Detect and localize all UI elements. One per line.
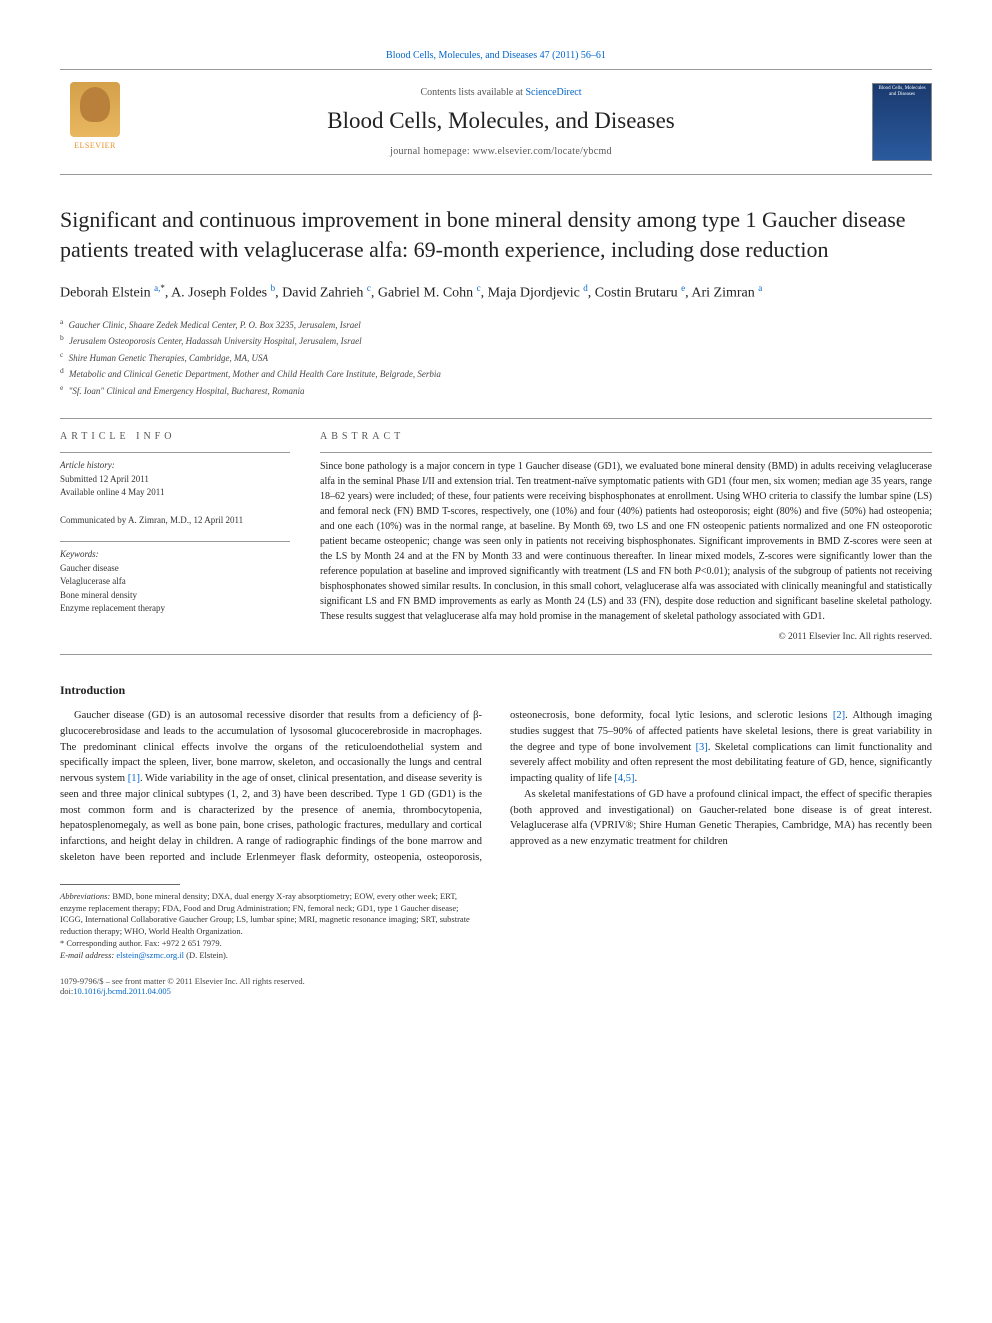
info-divider-2 [60,541,290,542]
keyword-item: Velaglucerase alfa [60,575,290,589]
ref-link-45[interactable]: [4,5] [614,773,634,784]
affiliation-line: b Jerusalem Osteoporosis Center, Hadassa… [60,332,932,349]
ref-link-3[interactable]: [3] [696,742,708,753]
email-suffix: (D. Elstein). [184,950,228,960]
doi-link[interactable]: 10.1016/j.bcmd.2011.04.005 [73,986,171,996]
ref-link-2[interactable]: [2] [833,710,845,721]
affiliation-line: a Gaucher Clinic, Shaare Zedek Medical C… [60,316,932,333]
journal-header: ELSEVIER Contents lists available at Sci… [60,69,932,175]
abstract-text: Since bone pathology is a major concern … [320,459,932,624]
abstract-copyright: © 2011 Elsevier Inc. All rights reserved… [320,632,932,642]
abstract-divider [320,452,932,453]
keywords-list: Gaucher diseaseVelaglucerase alfaBone mi… [60,562,290,616]
sciencedirect-link[interactable]: ScienceDirect [525,87,581,98]
affiliation-line: e "Sf. Ioan" Clinical and Emergency Hosp… [60,382,932,399]
cover-text: Blood Cells, Molecules and Diseases [873,84,931,99]
journal-cover-thumbnail: Blood Cells, Molecules and Diseases [872,83,932,161]
contents-line: Contents lists available at ScienceDirec… [130,87,872,98]
info-abstract-row: ARTICLE INFO Article history: Submitted … [60,431,932,642]
homepage-line: journal homepage: www.elsevier.com/locat… [130,146,872,157]
top-citation-link: Blood Cells, Molecules, and Diseases 47 … [60,50,932,61]
ref-link-1[interactable]: [1] [128,773,140,784]
contents-prefix: Contents lists available at [420,87,525,98]
abbreviations-footnote: Abbreviations: BMD, bone mineral density… [60,891,479,939]
email-link[interactable]: elstein@szmc.org.il [116,950,184,960]
header-center: Contents lists available at ScienceDirec… [130,87,872,157]
info-divider-1 [60,452,290,453]
intro-p2d: . [635,773,638,784]
homepage-prefix: journal homepage: [390,146,473,157]
footnote-divider [60,884,180,885]
email-footnote: E-mail address: elstein@szmc.org.il (D. … [60,950,479,962]
citation-link[interactable]: Blood Cells, Molecules, and Diseases 47 … [386,50,606,61]
article-info-column: ARTICLE INFO Article history: Submitted … [60,431,290,642]
abbrev-label: Abbreviations: [60,891,110,901]
authors-line: Deborah Elstein a,*, A. Joseph Foldes b,… [60,282,932,303]
homepage-url: www.elsevier.com/locate/ybcmd [473,146,612,157]
affiliation-line: c Shire Human Genetic Therapies, Cambrid… [60,349,932,366]
journal-name: Blood Cells, Molecules, and Diseases [130,108,872,134]
article-title: Significant and continuous improvement i… [60,205,932,264]
online-date: Available online 4 May 2011 [60,486,290,500]
intro-para-3: As skeletal manifestations of GD have a … [510,787,932,850]
footer-copyright: 1079-9796/$ – see front matter © 2011 El… [60,976,932,986]
submitted-date: Submitted 12 April 2011 [60,473,290,487]
elsevier-tree-icon [70,82,120,137]
keyword-item: Bone mineral density [60,589,290,603]
introduction-section: Introduction Gaucher disease (GD) is an … [60,683,932,866]
abbrev-text: BMD, bone mineral density; DXA, dual ene… [60,891,470,937]
keyword-item: Enzyme replacement therapy [60,602,290,616]
affiliations-block: a Gaucher Clinic, Shaare Zedek Medical C… [60,316,932,399]
article-info-head: ARTICLE INFO [60,431,290,442]
footnotes-block: Abbreviations: BMD, bone mineral density… [60,891,479,962]
doi-prefix: doi: [60,986,73,996]
divider-top [60,418,932,419]
elsevier-label: ELSEVIER [74,141,116,150]
page-container: Blood Cells, Molecules, and Diseases 47 … [0,0,992,1046]
abstract-column: ABSTRACT Since bone pathology is a major… [320,431,932,642]
keywords-label: Keywords: [60,548,290,562]
communicated-by: Communicated by A. Zimran, M.D., 12 Apri… [60,514,290,528]
history-label: Article history: [60,459,290,473]
footer-doi: doi:10.1016/j.bcmd.2011.04.005 [60,986,932,996]
body-columns: Gaucher disease (GD) is an autosomal rec… [60,708,932,866]
divider-bottom [60,654,932,655]
page-footer: 1079-9796/$ – see front matter © 2011 El… [60,976,932,996]
keywords-block: Keywords: Gaucher diseaseVelaglucerase a… [60,548,290,616]
elsevier-logo: ELSEVIER [60,82,130,162]
article-history: Article history: Submitted 12 April 2011… [60,459,290,500]
introduction-head: Introduction [60,683,932,698]
email-label: E-mail address: [60,950,114,960]
abstract-head: ABSTRACT [320,431,932,442]
affiliation-line: d Metabolic and Clinical Genetic Departm… [60,365,932,382]
corresponding-author-footnote: * Corresponding author. Fax: +972 2 651 … [60,938,479,950]
keyword-item: Gaucher disease [60,562,290,576]
